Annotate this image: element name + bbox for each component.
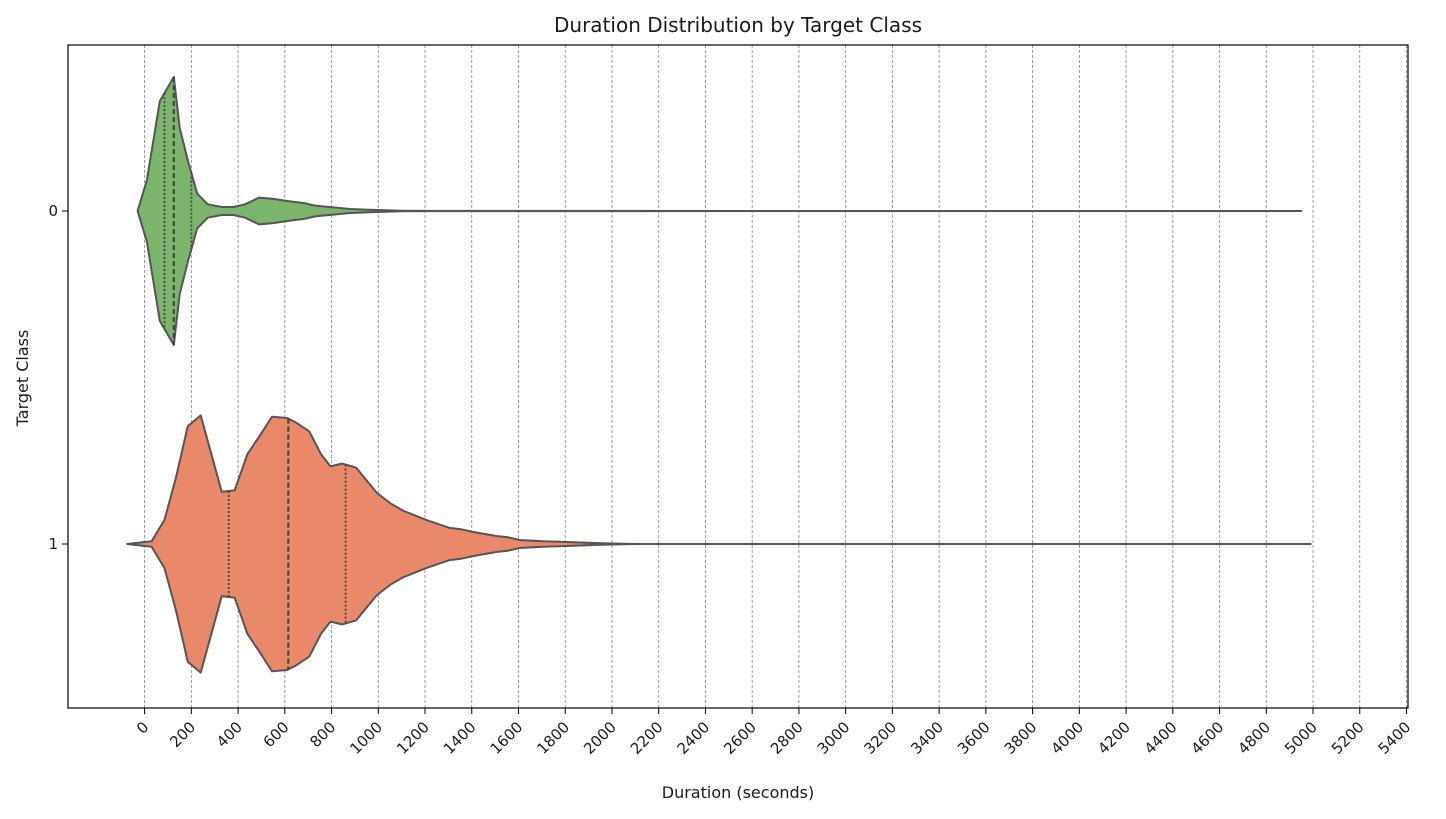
x-tick-label: 1000: [346, 718, 386, 758]
grid-lines: [144, 45, 1407, 708]
x-tick-label: 3200: [860, 718, 900, 758]
x-tick-label: 600: [260, 718, 293, 751]
x-tick-label: 2200: [627, 718, 667, 758]
chart-title: Duration Distribution by Target Class: [554, 13, 922, 37]
x-tick-label: 3800: [1001, 718, 1041, 758]
x-tick-label: 2600: [720, 718, 760, 758]
x-tick-label: 5400: [1375, 718, 1415, 758]
x-tick-label: 1800: [533, 718, 573, 758]
x-tick-label: 1200: [393, 718, 433, 758]
x-tick-label: 2800: [767, 718, 807, 758]
y-axis-label: Target Class: [13, 330, 32, 428]
violin-class-1: [126, 414, 1312, 674]
violin-class-0: [136, 76, 1303, 346]
x-tick-label: 2400: [674, 718, 714, 758]
x-tick-label: 4000: [1047, 718, 1087, 758]
y-tick-label: 0: [48, 202, 58, 220]
x-tick-label: 3400: [907, 718, 947, 758]
x-tick-label: 5200: [1328, 718, 1368, 758]
x-tick-label: 1600: [487, 718, 527, 758]
x-tick-label: 1400: [440, 718, 480, 758]
x-tick-label: 800: [306, 718, 339, 751]
x-tick-label: 200: [166, 718, 199, 751]
x-tick-label: 2000: [580, 718, 620, 758]
x-tick-label: 4200: [1094, 718, 1134, 758]
x-tick-label: 0: [133, 718, 152, 737]
x-axis-label: Duration (seconds): [662, 783, 814, 802]
x-tick-label: 3000: [814, 718, 854, 758]
violins: [126, 76, 1312, 674]
x-tick-label: 4400: [1141, 718, 1181, 758]
violin-body: [126, 414, 1312, 674]
x-tick-label: 4800: [1234, 718, 1274, 758]
plot-area-frame: [67, 44, 1409, 709]
x-tick-label: 400: [213, 718, 246, 751]
violin-body: [136, 76, 1303, 346]
y-tick-label: 1: [48, 535, 58, 553]
x-tick-label: 5000: [1281, 718, 1321, 758]
x-tick-label: 3600: [954, 718, 994, 758]
x-tick-label: 4600: [1188, 718, 1228, 758]
x-axis-ticks: 0 200 400 600 800 1000 1200 1400 1600 1800 2000 220…: [133, 708, 1414, 758]
y-axis-ticks: 01: [48, 202, 68, 553]
